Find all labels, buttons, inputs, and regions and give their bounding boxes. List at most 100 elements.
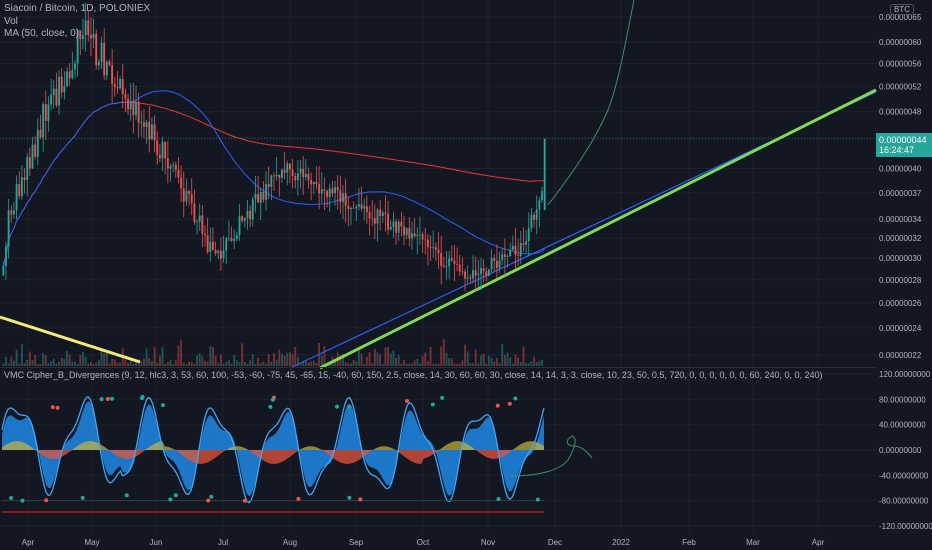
candle-body [214, 249, 217, 254]
candle-body [527, 227, 530, 241]
time-tick-label: Apr [812, 538, 825, 547]
volume-bar [283, 355, 286, 366]
candle-body [196, 221, 198, 223]
volume-bar [76, 363, 79, 366]
price-tick-label: 0.00000026 [879, 299, 922, 308]
candle-body [113, 84, 116, 88]
candle-body [384, 212, 387, 214]
signal-dot [44, 498, 49, 503]
price-tick-label: 0.00000060 [879, 38, 922, 47]
signal-dot [507, 401, 512, 406]
candle-body [39, 129, 42, 138]
volume-bar [400, 363, 403, 366]
time-tick-label: Dec [548, 538, 562, 547]
volume-bar [519, 362, 522, 366]
volume-bar [140, 360, 143, 366]
candle-body [217, 250, 220, 254]
osc-tick-label: -80.00000000 [879, 497, 929, 506]
candle-body [222, 250, 225, 259]
time-tick-label: Mar [746, 538, 760, 547]
candle-body [219, 250, 222, 259]
signal-dot [20, 498, 25, 503]
volume-bar [453, 363, 456, 366]
candle-body [148, 122, 151, 140]
signal-dot [513, 396, 518, 401]
candle-body [278, 174, 281, 178]
candle-body [357, 204, 360, 207]
osc-tick-label: 80.00000000 [879, 395, 926, 404]
candle-body [251, 199, 254, 220]
ma-legend[interactable]: MA (50, close, 0) [4, 28, 80, 39]
candle-body [198, 215, 201, 222]
time-axis[interactable]: Apr May Jun Jul Aug Sep Oct Nov Dec 2022 Feb Mar Apr [22, 538, 825, 547]
volume-bar [392, 350, 395, 366]
volume-bar [275, 359, 278, 366]
candle-body [262, 191, 265, 200]
indicator-legend[interactable]: VMC Cipher_B_Divergences (9, 12, hlc3, 3… [4, 370, 823, 380]
candle-body [44, 104, 47, 122]
candle-body [249, 210, 252, 220]
candle-body [58, 76, 60, 106]
candle-body [18, 184, 21, 197]
candle-body [267, 184, 270, 187]
volume-bar [145, 348, 148, 366]
wave-line [1, 396, 545, 504]
candle-body [140, 122, 143, 124]
price-axis[interactable]: 0.00000065 0.00000060 0.00000056 0.00000052… [879, 13, 922, 360]
time-tick-label: Oct [417, 538, 430, 547]
green-trendline [319, 88, 877, 370]
volume-bar [302, 360, 305, 366]
volume-bar [299, 363, 302, 366]
volume-bar [113, 359, 116, 366]
candle-body [469, 277, 472, 279]
candle-body [307, 174, 310, 181]
candle-body [235, 235, 238, 239]
candle-body [23, 177, 26, 180]
candle-body [310, 180, 313, 185]
candle-body [480, 268, 482, 275]
signal-dot [9, 496, 14, 501]
candle-body [273, 175, 275, 177]
volume-bar [288, 352, 291, 366]
last-price: 0.00000044 [879, 135, 927, 145]
volume-bar [201, 356, 204, 366]
volume-bar [2, 363, 5, 366]
candle-body [283, 169, 286, 173]
volume-bar [151, 361, 153, 366]
yellow-trendline [0, 315, 141, 364]
candle-body [350, 207, 352, 210]
symbol-legend[interactable]: Siacoin / Bitcoin, 1D, POLONIEX [4, 3, 151, 14]
candle-body [74, 63, 76, 70]
volume-bar [472, 363, 474, 366]
candle-body [509, 249, 512, 257]
volume-bar [158, 355, 161, 366]
candle-body [453, 260, 456, 264]
volume-bar [74, 361, 76, 366]
candle-body [158, 154, 161, 159]
signal-dot [55, 405, 60, 410]
volume-bar [156, 362, 159, 366]
candle-body [408, 228, 411, 239]
candle-body [511, 245, 514, 250]
candle-body [339, 190, 342, 202]
oscillator-axis[interactable]: 120.00000000 80.00000000 40.00000000 0.0000… [879, 370, 932, 531]
volume-bar [206, 361, 209, 366]
candle-body [79, 30, 82, 40]
volume-bar [307, 362, 310, 366]
wave-area [2, 401, 544, 497]
candle-body [259, 191, 262, 203]
volume-bar [63, 358, 66, 366]
volume-bar [267, 354, 270, 366]
candle-body [302, 168, 305, 178]
volume-bar [92, 363, 95, 366]
candle-body [63, 86, 66, 93]
volume-legend[interactable]: Vol [4, 16, 18, 27]
volume-bar [68, 354, 71, 366]
volume-bar [42, 353, 45, 366]
candle-body [151, 124, 153, 140]
candle-body [429, 247, 432, 248]
candle-body [66, 71, 68, 87]
volume-bar [209, 346, 212, 366]
price-tick-label: 0.00000037 [879, 189, 922, 198]
